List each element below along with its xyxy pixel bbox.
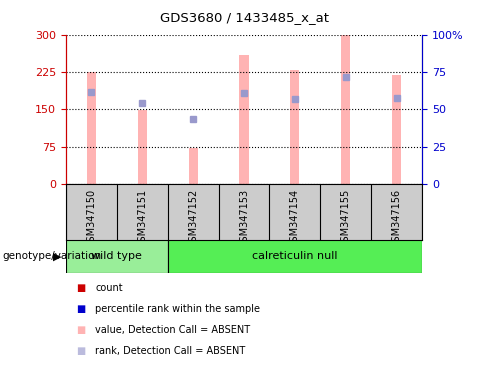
Text: genotype/variation: genotype/variation <box>2 251 102 262</box>
Text: value, Detection Call = ABSENT: value, Detection Call = ABSENT <box>95 325 250 335</box>
Text: GSM347152: GSM347152 <box>188 189 198 248</box>
Text: ■: ■ <box>76 304 85 314</box>
Text: GSM347153: GSM347153 <box>239 189 249 248</box>
Text: ■: ■ <box>76 283 85 293</box>
Bar <box>168 240 422 273</box>
Text: GSM347151: GSM347151 <box>137 189 147 248</box>
Text: GDS3680 / 1433485_x_at: GDS3680 / 1433485_x_at <box>160 12 328 25</box>
Bar <box>66 240 168 273</box>
Bar <box>392 76 401 184</box>
Bar <box>87 72 96 184</box>
Text: ■: ■ <box>76 325 85 335</box>
Bar <box>341 35 350 184</box>
Text: wild type: wild type <box>91 251 142 262</box>
Bar <box>188 148 198 184</box>
Text: GSM347150: GSM347150 <box>86 189 96 248</box>
Bar <box>240 55 248 184</box>
Text: count: count <box>95 283 123 293</box>
Text: calreticulin null: calreticulin null <box>252 251 338 262</box>
Bar <box>138 111 147 184</box>
Text: ▶: ▶ <box>53 251 61 262</box>
Text: GSM347154: GSM347154 <box>290 189 300 248</box>
Text: GSM347155: GSM347155 <box>341 189 351 248</box>
Text: ■: ■ <box>76 346 85 356</box>
Text: percentile rank within the sample: percentile rank within the sample <box>95 304 260 314</box>
Bar <box>290 70 300 184</box>
Text: GSM347156: GSM347156 <box>392 189 402 248</box>
Text: rank, Detection Call = ABSENT: rank, Detection Call = ABSENT <box>95 346 245 356</box>
